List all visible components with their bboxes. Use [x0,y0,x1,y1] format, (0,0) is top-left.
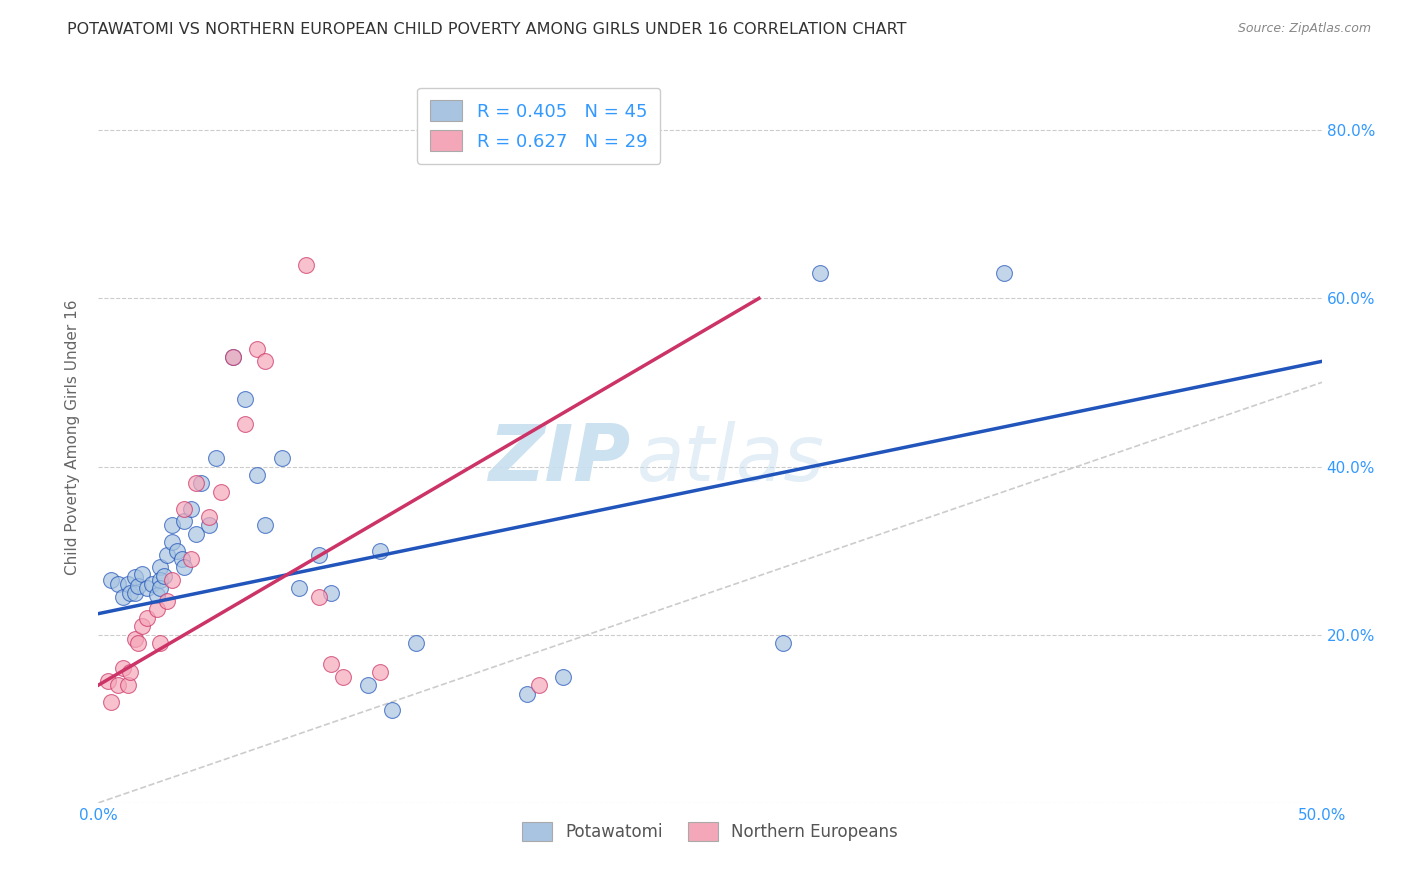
Text: POTAWATOMI VS NORTHERN EUROPEAN CHILD POVERTY AMONG GIRLS UNDER 16 CORRELATION C: POTAWATOMI VS NORTHERN EUROPEAN CHILD PO… [67,22,907,37]
Point [515,686,537,700]
Point [146,602,169,616]
Point [222,350,245,364]
Point [141,577,163,591]
Point [180,501,202,516]
Point [173,514,195,528]
Point [156,548,179,562]
Text: Source: ZipAtlas.com: Source: ZipAtlas.com [1237,22,1371,36]
Legend: Potawatomi, Northern Europeans: Potawatomi, Northern Europeans [513,814,907,849]
Point [149,560,172,574]
Point [527,678,550,692]
Point [197,510,219,524]
Point [209,484,232,499]
Point [160,535,183,549]
Point [117,678,139,692]
Point [111,661,134,675]
Text: atlas: atlas [637,421,824,497]
Point [160,518,183,533]
Point [146,588,169,602]
Point [295,258,318,272]
Point [149,573,172,587]
Text: ZIP: ZIP [488,421,630,497]
Point [319,585,342,599]
Point [808,266,831,280]
Point [120,665,142,680]
Point [186,526,208,541]
Point [180,552,202,566]
Point [111,590,134,604]
Point [127,636,149,650]
Point [156,594,179,608]
Point [173,501,195,516]
Point [368,665,391,680]
Y-axis label: Child Poverty Among Girls Under 16: Child Poverty Among Girls Under 16 [65,300,80,574]
Point [107,577,129,591]
Point [131,619,153,633]
Point [136,582,159,596]
Point [356,678,378,692]
Point [170,552,193,566]
Point [100,573,122,587]
Point [190,476,212,491]
Point [149,582,172,596]
Point [233,417,256,432]
Point [405,636,427,650]
Point [308,590,330,604]
Point [233,392,256,407]
Point [319,657,342,671]
Point [153,569,176,583]
Point [173,560,195,574]
Point [136,611,159,625]
Point [124,570,146,584]
Point [993,266,1015,280]
Point [308,548,330,562]
Point [253,354,276,368]
Point [246,342,269,356]
Point [222,350,245,364]
Point [107,678,129,692]
Point [253,518,276,533]
Point [246,467,269,482]
Point [205,451,228,466]
Point [381,703,404,717]
Point [553,670,575,684]
Point [368,543,391,558]
Point [124,585,146,599]
Point [117,577,139,591]
Point [124,632,146,646]
Point [120,585,142,599]
Point [197,518,219,533]
Point [288,582,311,596]
Point [131,567,153,582]
Point [149,636,172,650]
Point [97,673,120,688]
Point [186,476,208,491]
Point [270,451,294,466]
Point [127,579,149,593]
Point [100,695,122,709]
Point [166,543,188,558]
Point [160,573,183,587]
Point [332,670,354,684]
Point [772,636,794,650]
